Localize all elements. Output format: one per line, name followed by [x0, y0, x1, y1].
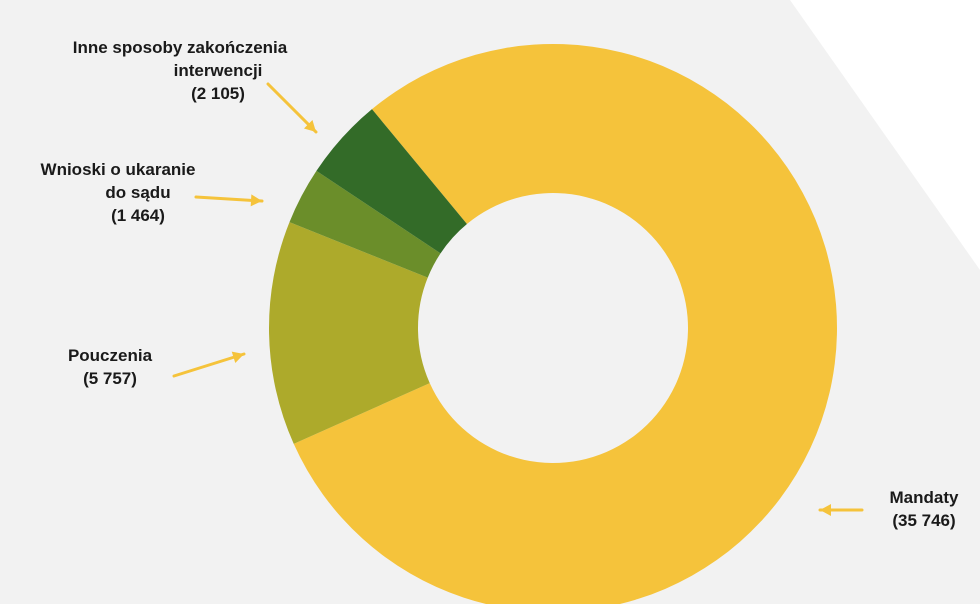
label-inne-line2: interwencji [173, 61, 263, 80]
label-pouczenia: Pouczenia (5 757) [40, 344, 180, 390]
arrow-head-0 [303, 119, 316, 132]
label-mandaty: Mandaty (35 746) [872, 486, 976, 532]
label-wnioski-line1: Wnioski o ukaranie [40, 160, 196, 179]
label-mandaty-value: (35 746) [892, 511, 956, 530]
label-wnioski: Wnioski o ukaranie do sądu (1 464) [6, 158, 230, 227]
label-mandaty-name: Mandaty [889, 488, 959, 507]
slice-0 [293, 44, 837, 604]
label-wnioski-line2: do sądu [105, 183, 171, 202]
label-wnioski-value: (1 464) [111, 206, 165, 225]
label-pouczenia-value: (5 757) [83, 369, 137, 388]
arrow-line-2 [172, 352, 246, 378]
slice-1 [269, 222, 430, 444]
slice-2 [289, 170, 441, 278]
arrow-line-1 [194, 195, 264, 203]
label-inne: Inne sposoby zakończenia interwencji (2 … [20, 36, 340, 105]
label-inne-line1: Inne sposoby zakończenia [72, 38, 288, 57]
arrow-line-0 [266, 82, 318, 134]
label-inne-value: (2 105) [191, 84, 245, 103]
slice-3 [316, 109, 467, 254]
label-pouczenia-name: Pouczenia [67, 346, 153, 365]
arrow-head-1 [250, 194, 262, 207]
arrow-head-2 [231, 351, 244, 364]
arrow-head-3 [820, 504, 831, 516]
